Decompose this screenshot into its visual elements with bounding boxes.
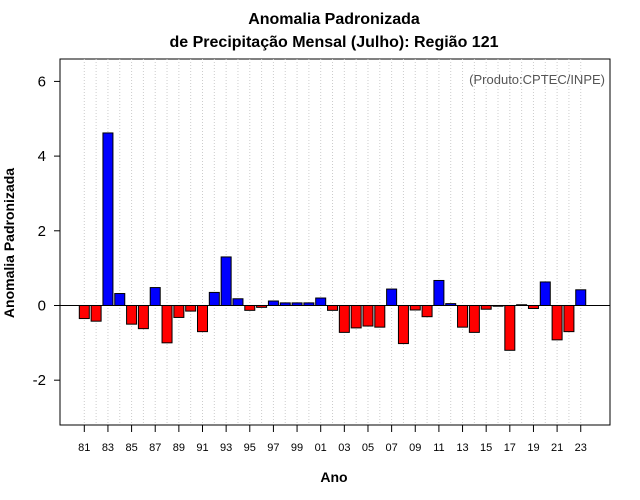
bar-1982 [90,304,102,322]
bar-2023 [575,289,587,306]
bar-2007 [386,288,398,306]
bar-2013 [457,304,469,328]
x-tick-label: 97 [267,442,279,454]
x-tick-label: 85 [125,442,137,454]
bar-1989 [173,304,185,318]
bar-2001 [315,297,327,306]
bar-1992 [208,291,220,306]
plot-frame [59,58,611,426]
x-tick-label: 21 [551,442,563,454]
x-tick-label: 09 [409,442,421,454]
bar-2021 [551,304,563,341]
bar-1993 [220,256,232,306]
x-axis-label: Ano [320,469,347,485]
x-tick-label: 01 [315,442,327,454]
x-tick-label: 91 [196,442,208,454]
x-tick-label: 05 [362,442,374,454]
bar-1986 [137,304,149,330]
bar-1985 [126,304,138,325]
bar-2005 [362,304,374,327]
bar-2003 [338,304,350,333]
bar-1987 [149,287,161,306]
x-tick-label: 17 [504,442,516,454]
x-tick-label: 19 [527,442,539,454]
x-axis: 81 83 85 87 89 91 93 95 97 99 01 03 05 07 09 11 13 15 17 19… [78,425,587,454]
bar-1990 [185,304,197,312]
bar-1981 [78,304,90,320]
bar-2004 [350,304,362,329]
y-axis-label: Anomalia Padronizada [1,168,17,318]
y-axis: -2 0 2 4 6 [33,73,60,389]
x-tick-label: 11 [433,442,444,454]
x-tick-label: 89 [173,442,185,454]
bar-1984 [114,293,126,306]
y-tick-label: -2 [33,372,46,389]
x-tick-label: 99 [291,442,303,454]
bar-1988 [161,304,173,344]
x-tick-label: 83 [102,442,114,454]
x-tick-label: 93 [220,442,232,454]
x-tick-label: 03 [338,442,350,454]
y-tick-label: 2 [38,223,46,240]
bars [78,132,587,351]
bar-2020 [539,281,551,306]
x-tick-label: 07 [385,442,397,454]
bar-2015 [480,304,492,310]
chart-title-line-2: de Precipitação Mensal (Julho): Região 1… [170,34,499,51]
bar-2008 [397,304,409,345]
x-tick-label: 13 [456,442,468,454]
source-annotation: (Produto:CPTEC/INPE) [469,72,605,87]
x-tick-label: 15 [480,442,492,454]
bar-1994 [232,298,244,306]
x-tick-label: 23 [575,442,587,454]
bar-2011 [433,279,445,306]
bar-2002 [327,304,339,311]
bar-1991 [197,304,208,333]
bar-2006 [374,304,386,328]
bar-2010 [421,304,433,318]
bar-1997 [267,300,279,306]
bar-1995 [244,304,256,311]
chart-title-line-1: Anomalia Padronizada [248,11,420,28]
bar-2009 [409,304,421,311]
bar-2022 [563,304,575,333]
grid-lines [83,59,582,425]
y-tick-label: 6 [38,73,46,90]
x-tick-label: 87 [149,442,161,454]
bar-2017 [504,304,516,351]
y-tick-label: 4 [38,148,46,165]
bar-1983 [102,132,114,306]
x-tick-label: 81 [78,442,90,454]
y-tick-label: 0 [38,297,46,314]
bar-2014 [468,304,480,333]
x-tick-label: 95 [244,442,256,454]
